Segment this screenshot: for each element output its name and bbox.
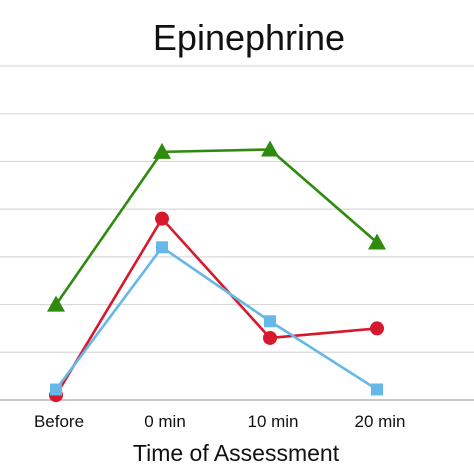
series-2-point-circle [370,321,384,336]
series-1 [47,140,386,312]
series-1-point-triangle [153,142,171,159]
series-2-line [54,217,378,396]
series-2-point-circle [155,211,169,226]
series-3-point-square [50,383,62,396]
series-3-point-square [264,315,276,328]
x-tick-label: 20 min [354,412,405,431]
series-3-point-square [371,383,383,396]
series-1-point-triangle [47,295,65,312]
series-3-line [54,246,378,391]
chart-title: Epinephrine [153,17,345,58]
series-1-point-triangle [368,233,386,250]
x-tick-labels: Before 0 min 10 min 20 min [34,412,406,431]
series-1-line [54,148,378,306]
x-tick-label: 10 min [247,412,298,431]
series-2 [49,211,384,403]
gridlines [0,65,474,401]
x-tick-label: 0 min [144,412,186,431]
series-3 [50,241,383,396]
series-3-point-square [156,241,168,254]
series-1-point-triangle [261,140,279,157]
series-2-point-circle [263,330,277,345]
x-axis-label: Time of Assessment [133,440,340,466]
x-tick-label: Before [34,412,84,431]
series-group [47,140,386,403]
